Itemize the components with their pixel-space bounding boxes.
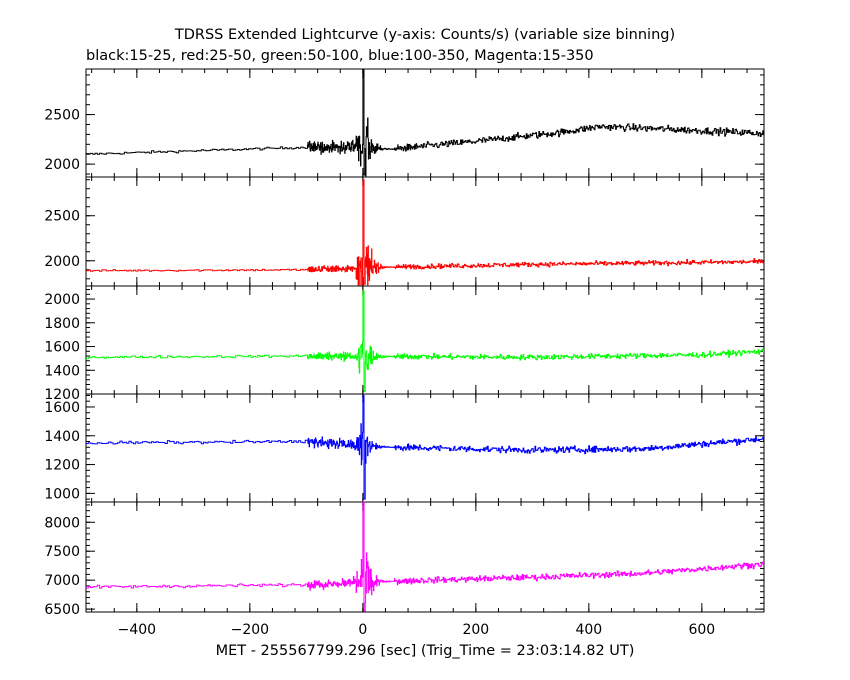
y-tick-label: 1400 xyxy=(44,429,80,445)
x-tick-label: −200 xyxy=(231,622,269,638)
y-tick-label: 2500 xyxy=(44,108,80,124)
panel-1: 2000 2500 xyxy=(44,176,765,287)
y-tick-label: 1200 xyxy=(44,387,80,403)
y-tick-label: 2000 xyxy=(44,157,80,173)
panel-4: 6500 7000 7500 8000 xyxy=(44,501,765,618)
x-axis-label: MET - 255567799.296 [sec] (Trig_Time = 2… xyxy=(216,643,635,659)
panels-group: 2000250020002500120014001600180020001000… xyxy=(44,68,765,638)
x-tick-label: 400 xyxy=(575,622,602,638)
series-line-3 xyxy=(86,394,764,500)
y-tick-label: 1800 xyxy=(44,316,80,332)
y-tick-label: 1600 xyxy=(44,400,80,416)
x-tick-label: 200 xyxy=(462,622,489,638)
panel-2: 1200 1400 1600 1800 2000 xyxy=(44,285,765,403)
y-tick-label: 1200 xyxy=(44,458,80,474)
y-tick-label: 7000 xyxy=(44,573,80,589)
y-tick-label: 8000 xyxy=(44,515,80,531)
series-line-0 xyxy=(86,68,764,177)
panel-frame xyxy=(85,501,765,613)
panel-3: 1000 1200 1400 1600 xyxy=(44,393,765,503)
y-tick-label: 2000 xyxy=(44,254,80,270)
y-tick-label: 1400 xyxy=(44,363,80,379)
series-line-1 xyxy=(86,179,764,286)
y-tick-label: 6500 xyxy=(44,602,80,618)
y-tick-label: 2500 xyxy=(44,209,80,225)
x-tick-label: 0 xyxy=(358,622,367,638)
x-tick-label: 600 xyxy=(688,622,715,638)
y-tick-label: 7500 xyxy=(44,544,80,560)
y-tick-label: 2000 xyxy=(44,292,80,308)
x-tick-label: −400 xyxy=(118,622,156,638)
series-line-2 xyxy=(86,290,764,393)
panel-frame xyxy=(85,68,765,178)
panel-0: 2000 2500 xyxy=(44,68,765,178)
panel-frame xyxy=(85,285,765,395)
y-tick-label: 1000 xyxy=(44,486,80,502)
y-tick-label: 1600 xyxy=(44,340,80,356)
chart-subtitle: black:15-25, red:25-50, green:50-100, bl… xyxy=(86,48,594,64)
chart-title: TDRSS Extended Lightcurve (y-axis: Count… xyxy=(174,27,675,43)
series-line-4 xyxy=(86,501,764,612)
panel-frame xyxy=(85,176,765,287)
